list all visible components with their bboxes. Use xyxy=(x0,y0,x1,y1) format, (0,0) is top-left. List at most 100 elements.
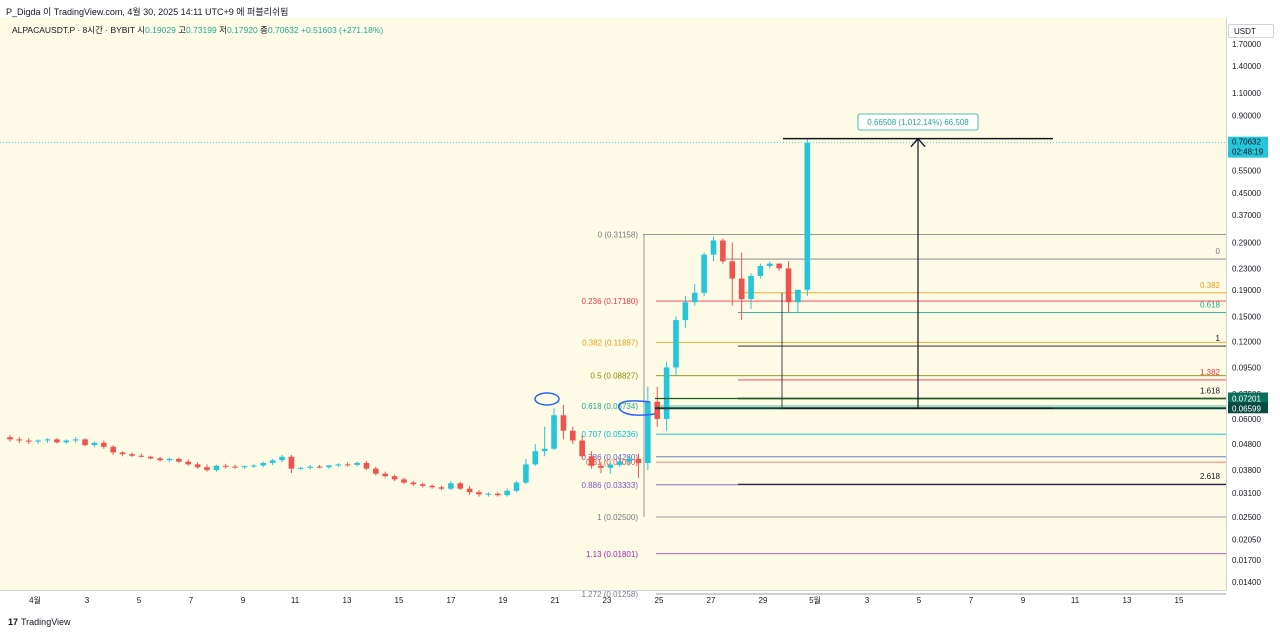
price-tick-label: 0.01700 xyxy=(1232,556,1261,565)
candle-body xyxy=(494,493,501,496)
candle-body xyxy=(101,442,107,447)
candle-body xyxy=(222,465,229,467)
candle-body xyxy=(16,439,23,441)
fib-retracement-label: 0.81 (0.04080) xyxy=(586,458,638,467)
highlight-curve xyxy=(618,400,656,416)
price-tick-label: 0.02500 xyxy=(1232,513,1261,522)
price-tick-label: 1.70000 xyxy=(1232,40,1261,49)
candle-body xyxy=(466,488,473,493)
fib-extension-label: 0 xyxy=(1216,247,1221,256)
fib-extension-label: 1.382 xyxy=(1200,368,1221,377)
candle-body xyxy=(119,452,126,455)
candle-body xyxy=(476,492,482,495)
time-tick-label: 5 xyxy=(917,596,922,605)
fib-extension-label: 1 xyxy=(1216,334,1221,343)
fib-retracement-label: 0 (0.31158) xyxy=(598,230,639,239)
candle-body xyxy=(382,473,388,477)
high-label: 고 xyxy=(178,25,187,35)
candle-body xyxy=(588,456,595,466)
fib-extension-label: 0.382 xyxy=(1200,281,1221,290)
low-value: 0.17920 xyxy=(226,25,258,35)
candle-body xyxy=(335,464,342,466)
candle-body xyxy=(457,483,464,489)
price-tick-label: 0.90000 xyxy=(1232,112,1261,121)
candle-body xyxy=(691,292,698,303)
candle-body xyxy=(279,456,285,461)
candle-body xyxy=(307,466,313,468)
candle-body xyxy=(129,454,135,456)
low-label: 저 xyxy=(219,25,227,35)
candle-body xyxy=(560,415,567,431)
candle-body xyxy=(25,440,32,442)
candle-body xyxy=(710,240,717,255)
candle-body xyxy=(194,464,201,468)
open-label: 시 xyxy=(137,25,146,35)
time-tick-label: 5월 xyxy=(809,595,821,605)
high-value: 0.73199 xyxy=(186,25,217,35)
time-tick-label: 9 xyxy=(241,596,246,605)
top-bar: P_Digda 이 TradingView.com, 4월 30, 2025 1… xyxy=(0,0,1280,20)
time-tick-label: 15 xyxy=(1175,596,1184,605)
candle-body xyxy=(513,482,520,491)
highlight-ellipse xyxy=(534,392,560,406)
candle-body xyxy=(157,458,163,461)
price-tick-label: 0.55000 xyxy=(1232,167,1261,176)
candle-body xyxy=(297,467,304,469)
candle-body xyxy=(82,439,88,446)
candle-body xyxy=(363,462,370,469)
candle-body xyxy=(251,465,257,467)
candle-body xyxy=(804,142,811,290)
open-value: 0.19029 xyxy=(145,25,176,35)
fib-retracement-label: 0.382 (0.11887) xyxy=(582,338,638,347)
candle-body xyxy=(288,456,295,469)
price-tick-label: 0.03800 xyxy=(1232,466,1261,475)
candle-body xyxy=(448,483,454,489)
price-tick-label: 0.03100 xyxy=(1232,489,1261,498)
candle-body xyxy=(344,464,351,466)
candle-body xyxy=(551,415,557,449)
candle-body xyxy=(72,439,79,441)
fib-extension-label: 0.618 xyxy=(1200,301,1221,310)
price-axis[interactable] xyxy=(1226,18,1280,590)
candle-body xyxy=(147,456,154,459)
candle-body xyxy=(776,263,782,269)
fib-retracement-label: 0.707 (0.05236) xyxy=(582,430,639,439)
price-tick-label: 0.29000 xyxy=(1232,238,1261,247)
candle-body xyxy=(110,446,116,453)
price-tick-label: 0.45000 xyxy=(1232,189,1261,198)
candle-body xyxy=(654,401,661,419)
currency-selector[interactable]: USDT xyxy=(1228,24,1274,38)
symbol-title: ALPACAUSDT.P · 8시간 · BYBIT xyxy=(12,25,135,35)
candle-body xyxy=(785,268,792,303)
time-tick-label: 3 xyxy=(85,596,90,605)
candle-body xyxy=(316,466,323,468)
candle-body xyxy=(635,458,642,463)
price-tick-label: 0.37000 xyxy=(1232,211,1261,220)
candle-body xyxy=(570,430,576,441)
candle-body xyxy=(213,465,220,471)
time-tick-label: 7 xyxy=(969,596,974,605)
time-tick-label: 13 xyxy=(343,596,352,605)
chart-area[interactable] xyxy=(0,18,1226,590)
time-tick-label: 19 xyxy=(499,596,508,605)
time-tick-label: 13 xyxy=(1123,596,1132,605)
price-tick-label: 1.40000 xyxy=(1232,62,1261,71)
measure-label-box xyxy=(857,113,979,131)
candle-body xyxy=(579,440,585,457)
time-axis[interactable] xyxy=(0,590,1226,611)
candle-body xyxy=(391,476,398,480)
candle-body xyxy=(91,442,98,446)
time-tick-label: 15 xyxy=(395,596,404,605)
candle-body xyxy=(738,278,745,299)
candle-body xyxy=(729,261,736,279)
candle-body xyxy=(748,275,754,299)
symbol-legend[interactable]: ALPACAUSDT.P · 8시간 · BYBIT 시0.19029 고0.7… xyxy=(12,24,383,36)
tradingview-logo[interactable]: 17 TradingView xyxy=(8,617,71,627)
candle-body xyxy=(7,437,13,440)
candle-body xyxy=(241,466,248,468)
fib-retracement-label: 1 (0.02500) xyxy=(597,513,638,522)
publish-note: P_Digda 이 TradingView.com, 4월 30, 2025 1… xyxy=(6,7,289,17)
candle-body xyxy=(795,289,801,303)
candle-body xyxy=(410,482,417,485)
